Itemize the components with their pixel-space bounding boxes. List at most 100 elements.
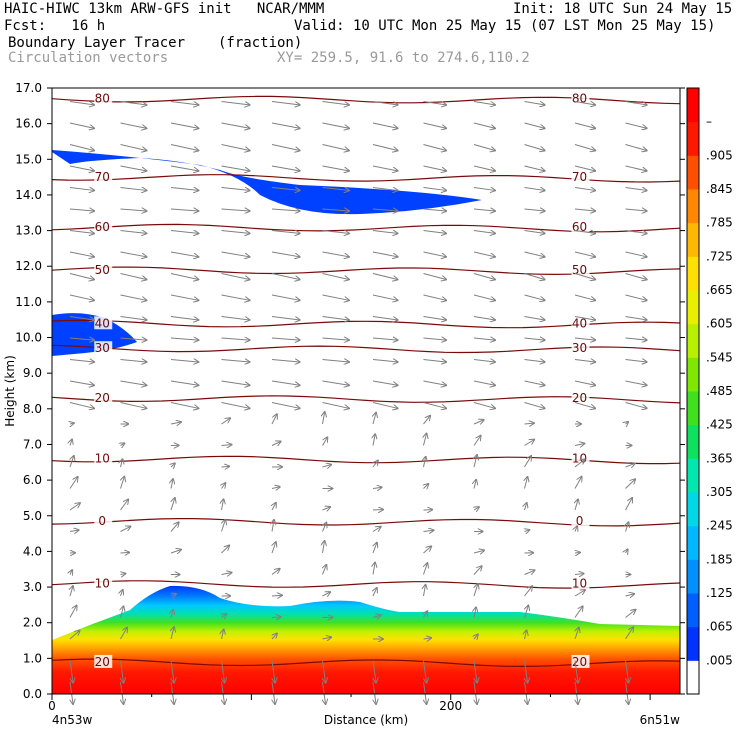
contour-label: 50 — [95, 263, 110, 277]
circulation-vector — [574, 574, 584, 575]
colorbar-label: .305 — [706, 485, 733, 499]
circulation-vector — [271, 209, 300, 211]
circulation-vector — [525, 681, 528, 704]
circulation-vector — [222, 660, 225, 683]
colorbar-label: .245 — [706, 519, 733, 533]
circulation-vector — [423, 122, 447, 128]
circulation-vector — [221, 101, 250, 105]
circulation-vector — [423, 101, 447, 105]
circulation-vector — [625, 165, 647, 171]
circulation-vector — [423, 638, 432, 639]
circulation-vector — [69, 503, 80, 511]
circulation-vector — [524, 423, 534, 424]
contour-label: 0 — [576, 514, 584, 528]
circulation-vector — [372, 294, 398, 300]
circulation-vector — [625, 188, 647, 191]
circulation-vector — [473, 165, 495, 171]
circulation-vector — [322, 316, 349, 320]
y-tick-label: 5.0 — [23, 509, 42, 523]
circulation-vector — [372, 615, 381, 617]
colorbar-swatch — [687, 525, 699, 560]
circulation-vector — [473, 360, 495, 362]
circulation-vector — [574, 122, 595, 128]
y-tick-label: 17.0 — [15, 81, 42, 95]
contour-label: 20 — [572, 391, 587, 405]
circulation-vector — [322, 437, 328, 446]
circulation-vector — [69, 631, 80, 640]
circulation-vector — [473, 209, 495, 211]
contour-label-bg — [571, 262, 590, 276]
colorbar-swatch — [687, 222, 699, 257]
circulation-vector — [574, 209, 595, 211]
circulation-vector — [221, 165, 250, 171]
circulation-vector — [524, 456, 532, 468]
contour-label-bg — [571, 514, 590, 528]
header-forecast-hour: Fcst: 16 h — [4, 18, 106, 34]
circulation-vector — [625, 273, 647, 280]
circulation-vector — [625, 627, 634, 640]
circulation-vector — [322, 294, 349, 300]
circulation-vector — [120, 380, 147, 385]
circulation-vector — [372, 188, 398, 191]
circulation-vector — [625, 294, 647, 300]
circulation-vector — [424, 660, 427, 683]
circulation-vector — [625, 251, 647, 257]
circulation-vector — [170, 209, 198, 211]
circulation-vector — [625, 101, 647, 105]
circulation-vector — [121, 590, 123, 597]
circulation-vector — [221, 251, 250, 257]
circulation-vector — [473, 122, 495, 128]
circulation-vector — [170, 422, 181, 424]
circulation-vector — [575, 499, 578, 511]
contour-label-bg — [94, 220, 113, 234]
colorbar-swatch — [687, 458, 699, 493]
circulation-vector — [120, 209, 147, 211]
circulation-vector — [424, 434, 427, 446]
circulation-vector — [120, 402, 147, 409]
contour-label: 30 — [572, 341, 587, 355]
contour-label: 70 — [572, 170, 587, 184]
circulation-vector — [372, 231, 398, 234]
circulation-vector — [525, 503, 527, 511]
colorbar-swatch — [687, 626, 699, 661]
circulation-vector — [424, 484, 429, 489]
vector-field-name: Circulation vectors — [8, 50, 169, 66]
colorbar-label: .545 — [706, 350, 733, 364]
circulation-vector — [221, 122, 250, 128]
header-init-time: Init: 18 UTC Sun 24 May 15 — [513, 1, 733, 17]
contour-label: 30 — [95, 341, 110, 355]
circulation-vector — [372, 165, 398, 171]
colorbar-swatch — [687, 559, 699, 594]
circulation-vector — [120, 316, 147, 320]
circulation-vector — [69, 360, 94, 362]
circulation-vector — [272, 503, 276, 511]
circulation-vector — [524, 294, 545, 300]
circulation-vector — [524, 586, 533, 597]
colorbar-label: .665 — [706, 283, 733, 297]
colorbar-label: .605 — [706, 317, 733, 331]
contour-label: 20 — [572, 655, 587, 669]
circulation-vector — [69, 477, 78, 489]
circulation-vector — [171, 660, 174, 683]
circulation-vector — [170, 380, 198, 385]
circulation-vector — [221, 546, 230, 554]
circulation-vector — [69, 101, 94, 105]
circulation-vector — [574, 590, 585, 597]
circulation-vector — [524, 338, 545, 340]
y-tick-label: 1.0 — [23, 651, 42, 665]
circulation-vector — [625, 380, 647, 385]
contour-label-bg — [571, 316, 590, 330]
circulation-vector — [221, 231, 250, 234]
circulation-vector — [323, 660, 326, 683]
circulation-vector — [70, 660, 73, 683]
contour-label-bg — [94, 316, 113, 330]
circulation-vector — [372, 487, 382, 488]
circulation-vector — [322, 144, 349, 151]
colorbar-label: .785 — [706, 216, 733, 230]
circulation-vector — [221, 380, 250, 385]
circulation-vector — [372, 360, 398, 362]
contour-label-bg — [94, 91, 113, 105]
circulation-vector — [69, 338, 94, 340]
circulation-vector — [625, 463, 635, 467]
circulation-vector — [271, 380, 300, 385]
